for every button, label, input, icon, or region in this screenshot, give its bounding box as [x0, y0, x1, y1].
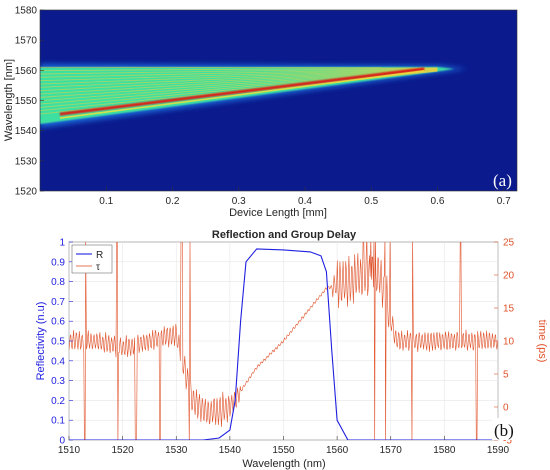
legend-R-label: R: [96, 250, 103, 261]
x-tick-label: 1530: [165, 445, 188, 456]
band-fringe: [40, 68, 438, 92]
x-tick-label: 1520: [112, 445, 135, 456]
y2-tick-label: 5: [503, 370, 509, 381]
y2-tick-label: 10: [503, 337, 515, 348]
line-x-ticks: 1510 1520 1530 1540 1550 1560 1570 1580 1590: [58, 436, 510, 456]
heatmap-band: [40, 64, 468, 128]
y-tick-label: 0.7: [51, 297, 65, 308]
y-tick-label: 1540: [15, 126, 38, 137]
y2-tick-label: 15: [503, 304, 515, 315]
panel-label-a: (a): [493, 171, 512, 190]
y2-tick-label: 0: [503, 403, 509, 414]
band-fringe: [40, 68, 438, 85]
line-xlabel: Wavelength (nm): [242, 458, 325, 470]
series-R-line: [69, 248, 498, 440]
line-y2label: time (ps): [536, 320, 548, 363]
band-body: [40, 67, 455, 125]
y-tick-label: 1550: [15, 96, 38, 107]
heatmap-panel: 0.1 0.2 0.3 0.4 0.5 0.6 0.7 152015301540155015…: [3, 6, 518, 219]
band-fringe: [40, 68, 438, 82]
x-tick-label: 0.6: [431, 196, 445, 207]
panel-label-b: (b): [494, 421, 514, 440]
x-tick-label: 0.3: [232, 196, 246, 207]
legend-tau-label: τ: [96, 262, 100, 273]
y-tick-label: 0.5: [51, 337, 65, 348]
y2-tick-label: 20: [503, 271, 515, 282]
series-tau-line: [69, 242, 498, 440]
panel-label-b-box: [492, 418, 518, 440]
x-tick-label: 1540: [219, 445, 242, 456]
heatmap-xlabel: Device Length [mm]: [229, 207, 327, 219]
x-tick-label: 0.1: [99, 196, 113, 207]
x-tick-label: 0.7: [497, 196, 511, 207]
y-tick-label: 0.3: [51, 376, 65, 387]
y-tick-label: 1520: [15, 187, 38, 198]
x-tick-label: 1550: [272, 445, 295, 456]
line-y2-ticks: -5 0 5 10 15 20 25: [494, 238, 515, 447]
heatmap-ylabel: Wavelength [nm]: [3, 59, 15, 141]
heatmap-x-ticks: 0.1 0.2 0.3 0.4 0.5 0.6 0.7: [99, 187, 511, 207]
y-tick-label: 0.2: [51, 396, 65, 407]
x-tick-label: 1560: [326, 445, 349, 456]
line-chart-title: Reflection and Group Delay: [212, 229, 357, 241]
band-ridge-halo: [59, 70, 425, 119]
band-fringe: [40, 67, 438, 75]
line-y-ticks: 0 0.1 0.2 0.3 0.4 0.5 0.6 0.7 0.8 0.9 1: [51, 238, 73, 447]
y-tick-label: 1: [59, 238, 65, 249]
band-fringe: [40, 68, 438, 88]
band-fringe: [40, 67, 438, 78]
y2-tick-label: -5: [503, 436, 512, 447]
y-tick-label: 0.4: [51, 356, 65, 367]
x-tick-label: 1510: [58, 445, 81, 456]
x-tick-label: 0.5: [364, 196, 378, 207]
band-fringe: [40, 67, 438, 72]
y-tick-label: 0.8: [51, 277, 65, 288]
x-tick-label: 0.4: [298, 196, 312, 207]
y-tick-label: 0.9: [51, 257, 65, 268]
legend: R τ: [71, 244, 113, 274]
line-grid: [68, 241, 499, 441]
y-tick-label: 1530: [15, 156, 38, 167]
band-ridge: [59, 67, 425, 116]
x-tick-label: 1580: [433, 445, 456, 456]
x-tick-label: 1590: [487, 445, 510, 456]
y-tick-label: 0.6: [51, 317, 65, 328]
line-ylabel: Reflectivity (n.u): [35, 302, 47, 381]
y-tick-label: 0: [59, 436, 65, 447]
y-tick-label: 1560: [15, 66, 38, 77]
band-fringe: [40, 69, 438, 95]
heatmap-y-ticks: 1520 1530 1540 1550 1560 1570 1580: [15, 6, 44, 198]
y-tick-label: 1570: [15, 36, 38, 47]
x-tick-label: 0.2: [166, 196, 180, 207]
y-tick-label: 1580: [15, 6, 38, 17]
x-tick-label: 1570: [380, 445, 403, 456]
legend-box: [71, 244, 113, 274]
line-panel: Reflection and Group Delay 1510 1520 1530 1…: [35, 229, 548, 470]
y2-tick-label: 25: [503, 238, 515, 249]
y-tick-label: 0.1: [51, 416, 65, 427]
